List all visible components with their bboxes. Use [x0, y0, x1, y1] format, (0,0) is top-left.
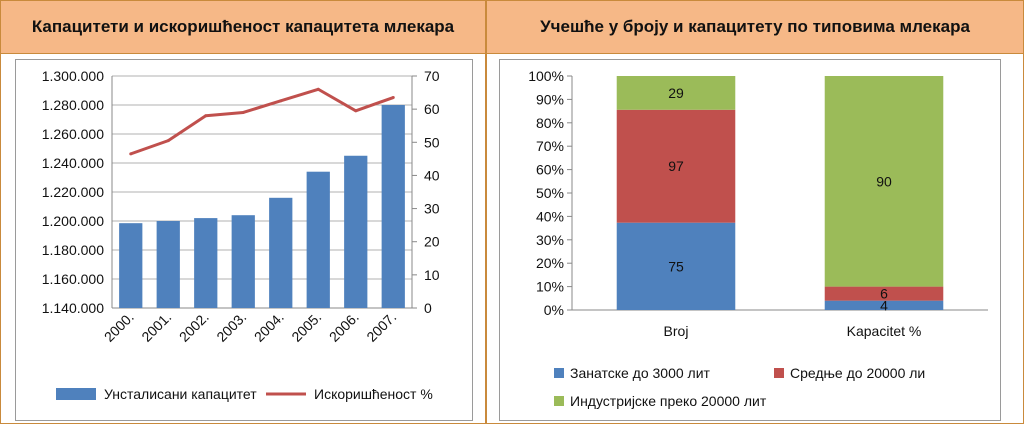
- y-tick-label: 100%: [528, 68, 564, 84]
- left-panel-title: Капацитети и искоришћеност капацитета мл…: [1, 1, 485, 54]
- y-tick-label: 60%: [536, 162, 564, 178]
- stack-segment: [616, 222, 736, 310]
- y-right-tick-label: 60: [424, 101, 440, 117]
- line-point: [391, 96, 395, 100]
- capacity-chart: 1.140.000 1.160.000 1.180.000 1.200.000 1.22…: [42, 68, 440, 402]
- legend-label: Индустријске преко 20000 лит: [570, 393, 767, 409]
- bar: [119, 223, 143, 308]
- data-label: 90: [876, 173, 892, 189]
- y-right-tick-label: 30: [424, 201, 440, 217]
- data-label: 4: [880, 297, 888, 313]
- line-point: [354, 109, 358, 113]
- legend-label-capacity: Унсталисани капацитет: [104, 386, 257, 402]
- y-tick-label: 50%: [536, 185, 564, 201]
- y-tick-label: 90%: [536, 91, 564, 107]
- bar: [269, 197, 293, 308]
- x-tick-label: 2004.: [251, 309, 287, 345]
- y-right-tick-label: 40: [424, 167, 440, 183]
- y-left-tick-label: 1.220.000: [42, 184, 104, 200]
- legend-swatch: [774, 368, 784, 378]
- share-chart-frame: 0% 10% 20% 30% 40% 50% 60% 70% 80% 90% 100% 75 97 29 B…: [499, 59, 1001, 421]
- stack-segment: [616, 109, 736, 223]
- stack-segment: [824, 300, 944, 310]
- y-tick-label: 80%: [536, 115, 564, 131]
- y-left-tick-label: 1.240.000: [42, 155, 104, 171]
- x-tick-label: 2001.: [138, 309, 174, 345]
- x-tick-label: Broj: [664, 323, 689, 339]
- legend-swatch: [554, 368, 564, 378]
- share-chart: 0% 10% 20% 30% 40% 50% 60% 70% 80% 90% 100% 75 97 29 B…: [528, 68, 988, 409]
- y-left-tick-label: 1.260.000: [42, 126, 104, 142]
- legend-swatch-capacity: [56, 388, 96, 400]
- y-left-tick-label: 1.180.000: [42, 242, 104, 258]
- y-left-tick-label: 1.280.000: [42, 97, 104, 113]
- x-tick-label: 2003.: [213, 309, 249, 345]
- y-right-tick-label: 20: [424, 234, 440, 250]
- data-label: 75: [668, 258, 684, 274]
- right-panel: Учешће у броју и капацитету по типовима …: [486, 0, 1024, 424]
- x-tick-label: 2006.: [326, 309, 362, 345]
- stack-segment: [824, 76, 944, 287]
- bar: [381, 105, 405, 308]
- legend-label: Занатске до 3000 лит: [570, 365, 711, 381]
- data-label: 29: [668, 85, 684, 101]
- y-tick-label: 10%: [536, 279, 564, 295]
- y-tick-label: 20%: [536, 255, 564, 271]
- y-left-tick-label: 1.140.000: [42, 300, 104, 316]
- y-left-tick-label: 1.200.000: [42, 213, 104, 229]
- legend-swatch: [554, 396, 564, 406]
- y-left-tick-label: 1.160.000: [42, 271, 104, 287]
- x-tick-label: 2005.: [288, 309, 324, 345]
- y-right-tick-label: 70: [424, 68, 440, 84]
- y-left-tick-label: 1.300.000: [42, 68, 104, 84]
- bar: [231, 215, 255, 308]
- x-tick-label: 2000.: [101, 309, 137, 345]
- right-panel-title: Учешће у броју и капацитету по типовима …: [487, 1, 1023, 54]
- capacity-chart-frame: 1.140.000 1.160.000 1.180.000 1.200.000 1.22…: [15, 59, 473, 421]
- y-right-tick-label: 0: [424, 300, 432, 316]
- line-point: [241, 110, 245, 114]
- legend-label: Средње до 20000 ли: [790, 365, 925, 381]
- stack-segment: [824, 286, 944, 301]
- line-point: [316, 87, 320, 91]
- data-label: 6: [880, 286, 888, 302]
- utilization-line: [130, 87, 394, 156]
- bar: [344, 155, 368, 308]
- bar: [156, 221, 180, 308]
- y-tick-label: 0%: [544, 302, 564, 318]
- y-right-tick-label: 50: [424, 134, 440, 150]
- x-tick-label: 2007.: [363, 309, 399, 345]
- x-tick-label: Kapacitet %: [847, 323, 922, 339]
- data-label: 97: [668, 158, 684, 174]
- x-tick-label: 2002.: [176, 309, 212, 345]
- line-point: [166, 139, 170, 143]
- left-panel: Капацитети и искоришћеност капацитета мл…: [0, 0, 486, 424]
- y-tick-label: 70%: [536, 138, 564, 154]
- stack-segment: [616, 76, 736, 110]
- y-right-tick-label: 10: [424, 267, 440, 283]
- bar: [194, 218, 218, 308]
- line-point: [204, 114, 208, 118]
- legend-label-utilization: Искоришћеност %: [314, 386, 433, 402]
- y-tick-label: 40%: [536, 208, 564, 224]
- line-point: [129, 152, 133, 156]
- y-tick-label: 30%: [536, 232, 564, 248]
- bar: [306, 171, 330, 308]
- line-point: [279, 99, 283, 103]
